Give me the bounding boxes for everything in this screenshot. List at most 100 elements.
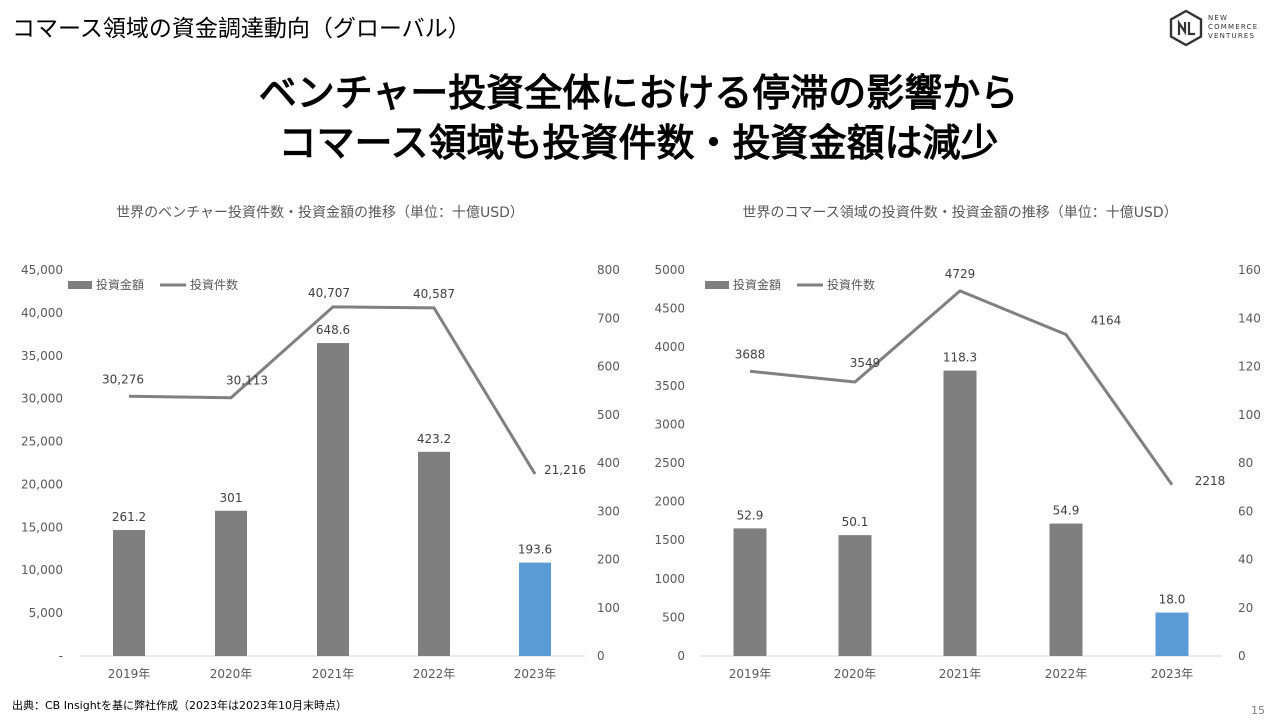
left-axis-tick-label: 3500 [654, 379, 685, 393]
left-axis-tick-label: 35,000 [21, 349, 63, 363]
legend-label-bar: 投資金額 [733, 277, 781, 292]
left-axis-tick-label: 45,000 [21, 263, 63, 277]
line-series [128, 305, 537, 475]
legend-label-bar: 投資金額 [96, 277, 144, 292]
bar [1049, 523, 1083, 656]
logo-mark-icon [1169, 10, 1203, 46]
right-axis-tick-label: 100 [1238, 408, 1261, 422]
right-axis-tick-label: 0 [1238, 649, 1246, 663]
left-axis-tick-label: 20,000 [21, 477, 63, 491]
bar [733, 528, 767, 656]
line-data-label: 4729 [945, 267, 976, 281]
category-label: 2022年 [1045, 667, 1088, 681]
line-data-label: 2218 [1195, 474, 1226, 488]
left-axis-tick-label: 3000 [654, 417, 685, 431]
logo-wordmark: NEW COMMERCE VENTURES [1208, 14, 1258, 41]
category-label: 2020年 [210, 667, 253, 681]
right-axis-tick-label: 60 [1238, 504, 1253, 518]
left-axis-tick-label: 2000 [654, 495, 685, 509]
bar [519, 562, 551, 656]
right-axis-tick-label: 160 [1238, 263, 1261, 277]
right-axis-tick-label: 600 [597, 360, 620, 374]
line-data-label: 3549 [850, 356, 881, 370]
bar [215, 510, 247, 656]
category-label: 2021年 [939, 667, 982, 681]
line-data-label: 3688 [735, 347, 766, 361]
left-axis-tick-label: - [59, 649, 63, 663]
bar [317, 343, 349, 656]
right-axis-tick-label: 700 [597, 311, 620, 325]
category-label: 2021年 [312, 667, 355, 681]
line-data-label: 21,216 [544, 463, 586, 477]
line-data-label: 30,113 [226, 374, 268, 388]
category-label: 2020年 [834, 667, 877, 681]
category-label: 2019年 [729, 667, 772, 681]
line-series [749, 289, 1174, 486]
left-axis-tick-label: 1000 [654, 572, 685, 586]
chart-title-venture: 世界のベンチャー投資件数・投資金額の推移（単位：十億USD） [116, 205, 524, 221]
bar-data-label: 50.1 [842, 515, 869, 529]
bar-data-label: 193.6 [518, 543, 552, 557]
legend-label-line: 投資件数 [190, 277, 238, 292]
category-label: 2023年 [514, 667, 557, 681]
right-axis-tick-label: 100 [597, 601, 620, 615]
logo-word: COMMERCE [1208, 23, 1259, 31]
bar-data-label: 648.6 [316, 323, 350, 337]
headline: ベンチャー投資全体における停滞の影響から コマース領域も投資件数・投資金額は減少 [0, 68, 1277, 168]
legend-label-line: 投資件数 [827, 277, 875, 292]
bar-data-label: 52.9 [737, 508, 764, 522]
left-axis-tick-label: 2500 [654, 456, 685, 470]
bar-data-label: 261.2 [112, 510, 146, 524]
bar-data-label: 423.2 [417, 432, 451, 446]
bar [838, 535, 872, 656]
bar-data-label: 18.0 [1159, 593, 1186, 607]
right-axis-tick-label: 400 [597, 456, 620, 470]
right-axis-tick-label: 0 [597, 649, 605, 663]
headline-line: ベンチャー投資全体における停滞の影響から [258, 71, 1019, 115]
bar [943, 370, 977, 656]
left-axis-tick-label: 4500 [654, 302, 685, 316]
bar-data-label: 301 [220, 491, 243, 505]
category-label: 2022年 [413, 667, 456, 681]
left-axis-tick-label: 10,000 [21, 563, 63, 577]
left-axis-tick-label: 4000 [654, 340, 685, 354]
bar [113, 529, 145, 656]
right-axis-tick-label: 200 [597, 553, 620, 567]
left-axis-tick-label: 500 [662, 610, 685, 624]
right-axis-tick-label: 120 [1238, 360, 1261, 374]
left-axis-tick-label: 5000 [654, 263, 685, 277]
legend-bar-swatch [705, 281, 729, 289]
category-label: 2023年 [1151, 667, 1194, 681]
bar-data-label: 54.9 [1053, 504, 1080, 518]
right-axis-tick-label: 300 [597, 504, 620, 518]
logo-word: VENTURES [1208, 32, 1256, 40]
right-axis-tick-label: 20 [1238, 601, 1253, 615]
legend-bar-swatch [68, 281, 92, 289]
bar-data-label: 118.3 [943, 351, 977, 365]
bar [1155, 612, 1189, 656]
line-data-label: 30,276 [102, 372, 144, 386]
right-axis-tick-label: 80 [1238, 456, 1253, 470]
left-axis-tick-label: 40,000 [21, 306, 63, 320]
left-axis-tick-label: 1500 [654, 533, 685, 547]
left-axis-tick-label: 25,000 [21, 435, 63, 449]
bar [418, 451, 450, 656]
right-axis-tick-label: 500 [597, 408, 620, 422]
right-axis-tick-label: 40 [1238, 553, 1253, 567]
left-axis-tick-label: 15,000 [21, 520, 63, 534]
section-title: コマース領域の資金調達動向（グローバル） [12, 16, 471, 42]
company-logo: NEW COMMERCE VENTURES [1168, 10, 1268, 48]
chart-title-commerce: 世界のコマース領域の投資件数・投資金額の推移（単位：十億USD） [742, 205, 1178, 221]
chart-commerce-investment: 0500100015002000250030003500400045005000… [654, 263, 1261, 681]
logo-word: NEW [1208, 14, 1229, 22]
line-data-label: 40,587 [413, 287, 455, 301]
right-axis-tick-label: 140 [1238, 311, 1261, 325]
left-axis-tick-label: 5,000 [29, 606, 63, 620]
source-note: 出典：CB Insightを基に弊社作成（2023年は2023年10月末時点） [12, 699, 347, 712]
line-data-label: 40,707 [308, 286, 350, 300]
category-label: 2019年 [108, 667, 151, 681]
line-data-label: 4164 [1091, 314, 1122, 328]
page-number: 15 [1251, 704, 1265, 717]
left-axis-tick-label: 0 [677, 649, 685, 663]
right-axis-tick-label: 800 [597, 263, 620, 277]
